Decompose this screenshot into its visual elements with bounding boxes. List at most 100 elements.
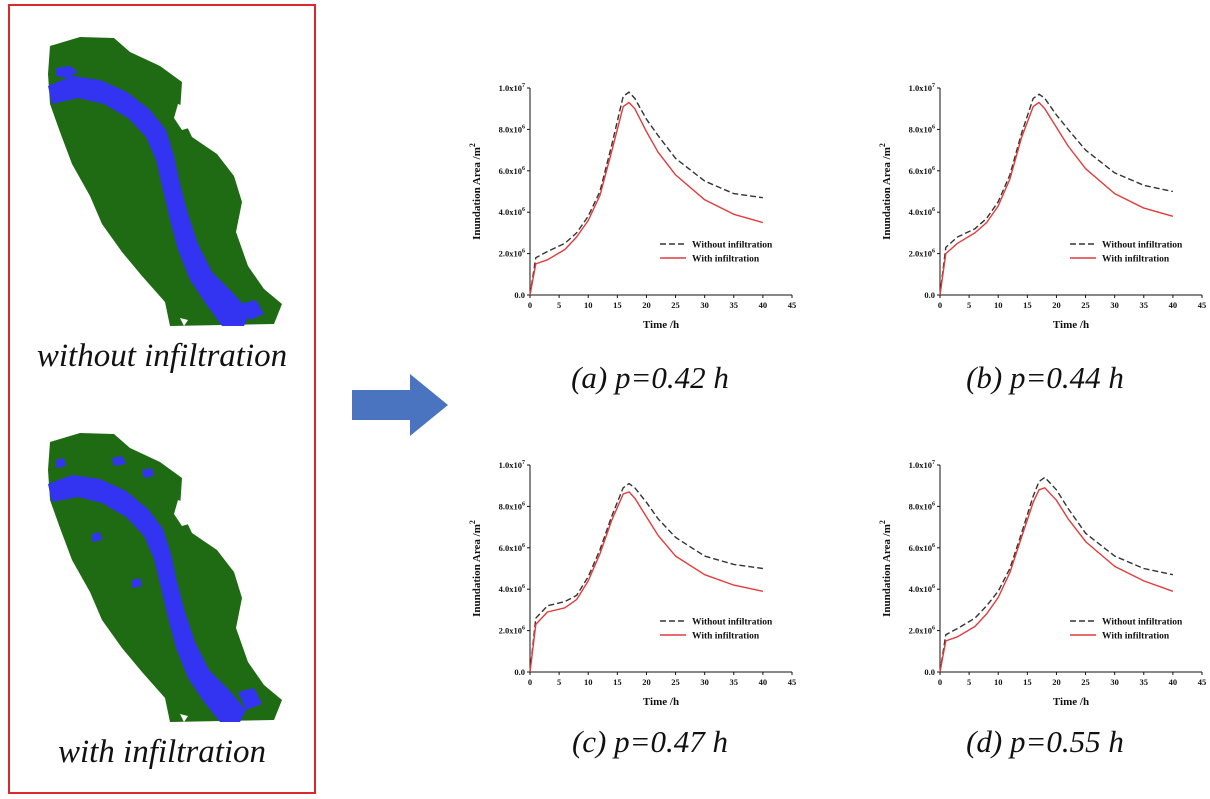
y-tick-label: 4.0x106 (499, 584, 525, 594)
x-tick-label: 45 (1198, 300, 1207, 310)
x-tick-label: 0 (938, 300, 942, 310)
chart-d: 0 5 10 15 20 25 30 35 40 45 0.0 2.0x106 4.0x106 6.0x1… (872, 455, 1210, 710)
x-tick-label: 0 (528, 300, 532, 310)
x-tick-label: 30 (1110, 300, 1119, 310)
x-tick-label: 35 (730, 300, 739, 310)
inundation-map-without-infiltration (48, 37, 282, 326)
map-caption-with-infiltration: with infiltration (57, 734, 267, 770)
water-patch (132, 578, 142, 588)
y-tick-label: 0.0 (514, 667, 525, 677)
x-tick-label: 35 (1140, 677, 1149, 687)
series-line (939, 476, 1174, 673)
y-tick-label: 6.0x106 (909, 166, 935, 176)
x-tick-label: 30 (1110, 677, 1119, 687)
inundation-maps-panel: without infiltration with infiltration (8, 4, 316, 794)
y-tick-label: 6.0x106 (499, 166, 525, 176)
chart-c: 0 5 10 15 20 25 30 35 40 45 0.0 2.0x106 4.0x106 6.0x1… (462, 455, 802, 710)
series-line (939, 487, 1174, 673)
y-tick-label: 1.0x107 (499, 83, 525, 93)
x-tick-label: 25 (1081, 300, 1090, 310)
legend-label: With infiltration (692, 255, 760, 265)
x-tick-label: 35 (730, 677, 739, 687)
unflooded-area (180, 318, 188, 326)
legend-label: Without infiltration (1102, 241, 1183, 251)
x-tick-label: 45 (788, 677, 797, 687)
y-axis-label: Inundation Area /m2 (468, 143, 483, 240)
x-tick-label: 5 (557, 300, 561, 310)
y-tick-label: 1.0x107 (909, 460, 935, 470)
line-chart-c: 0 5 10 15 20 25 30 35 40 45 0.0 2.0x106 4.0x106 6.0x1… (468, 460, 797, 708)
y-axis-label: Inundation Area /m2 (468, 520, 483, 617)
x-tick-label: 0 (938, 677, 942, 687)
y-axis-label: Inundation Area /m2 (878, 143, 893, 240)
water-patch (92, 532, 102, 542)
chart-caption-d: (d) p=0.55 h (966, 724, 1124, 759)
water-patch (112, 456, 126, 466)
y-tick-label: 8.0x106 (909, 124, 935, 134)
x-axis-label: Time /h (643, 319, 679, 331)
x-tick-label: 10 (994, 300, 1003, 310)
y-tick-label: 4.0x106 (909, 207, 935, 217)
x-tick-label: 15 (613, 677, 622, 687)
x-tick-label: 20 (1052, 677, 1061, 687)
y-tick-label: 0.0 (924, 290, 935, 300)
x-tick-label: 30 (700, 677, 709, 687)
y-tick-label: 8.0x106 (909, 501, 935, 511)
chart-caption-c: (c) p=0.47 h (571, 724, 729, 759)
line-chart-b: 0 5 10 15 20 25 30 35 40 45 0.0 2.0x106 4.0x106 6.0x1… (878, 83, 1207, 331)
x-tick-label: 15 (613, 300, 622, 310)
x-tick-label: 30 (700, 300, 709, 310)
x-axis-label: Time /h (1053, 319, 1089, 331)
y-tick-label: 4.0x106 (909, 584, 935, 594)
y-tick-label: 1.0x107 (499, 460, 525, 470)
unflooded-area (174, 500, 196, 526)
x-tick-label: 45 (788, 300, 797, 310)
x-tick-label: 40 (759, 300, 768, 310)
line-chart-d: 0 5 10 15 20 25 30 35 40 45 0.0 2.0x106 4.0x106 6.0x1… (878, 460, 1207, 708)
chart-a: 0 5 10 15 20 25 30 35 40 45 0.0 2.0x106 4.0x106 6.0x1… (462, 78, 802, 333)
x-tick-label: 35 (1140, 300, 1149, 310)
legend-label: With infiltration (1102, 255, 1170, 265)
x-tick-label: 10 (584, 677, 593, 687)
unflooded-area (174, 104, 196, 130)
chart-b: 0 5 10 15 20 25 30 35 40 45 0.0 2.0x106 4.0x106 6.0x1… (872, 78, 1210, 333)
series-line (529, 482, 763, 673)
x-tick-label: 10 (584, 300, 593, 310)
x-axis-label: Time /h (1053, 696, 1089, 708)
series-line (939, 101, 1174, 296)
water-patch (238, 688, 262, 710)
y-tick-label: 6.0x106 (909, 543, 935, 553)
y-tick-label: 6.0x106 (499, 543, 525, 553)
x-tick-label: 40 (1169, 677, 1178, 687)
series-line (529, 91, 763, 296)
x-tick-label: 15 (1023, 677, 1032, 687)
legend-label: With infiltration (1102, 632, 1170, 642)
x-tick-label: 45 (1198, 677, 1207, 687)
y-tick-label: 8.0x106 (499, 124, 525, 134)
y-tick-label: 2.0x106 (499, 626, 525, 636)
x-tick-label: 40 (1169, 300, 1178, 310)
series-line (939, 93, 1174, 296)
chart-caption-b: (b) p=0.44 h (966, 360, 1124, 395)
x-tick-label: 0 (528, 677, 532, 687)
water-patch (56, 458, 66, 468)
y-tick-label: 2.0x106 (909, 626, 935, 636)
x-tick-label: 20 (1052, 300, 1061, 310)
water-patch (240, 300, 264, 320)
x-tick-label: 15 (1023, 300, 1032, 310)
x-axis-label: Time /h (643, 696, 679, 708)
x-tick-label: 5 (967, 300, 971, 310)
y-tick-label: 0.0 (514, 290, 525, 300)
y-axis-label: Inundation Area /m2 (878, 520, 893, 617)
x-tick-label: 10 (994, 677, 1003, 687)
x-tick-label: 5 (557, 677, 561, 687)
legend-label: Without infiltration (1102, 618, 1183, 628)
x-tick-label: 25 (1081, 677, 1090, 687)
x-tick-label: 20 (642, 677, 651, 687)
river-channel (48, 76, 250, 326)
map-caption-without-infiltration: without infiltration (36, 338, 288, 374)
x-tick-label: 20 (642, 300, 651, 310)
right-arrow-icon (352, 374, 448, 436)
river-channel (48, 475, 246, 722)
series-line (529, 491, 764, 673)
